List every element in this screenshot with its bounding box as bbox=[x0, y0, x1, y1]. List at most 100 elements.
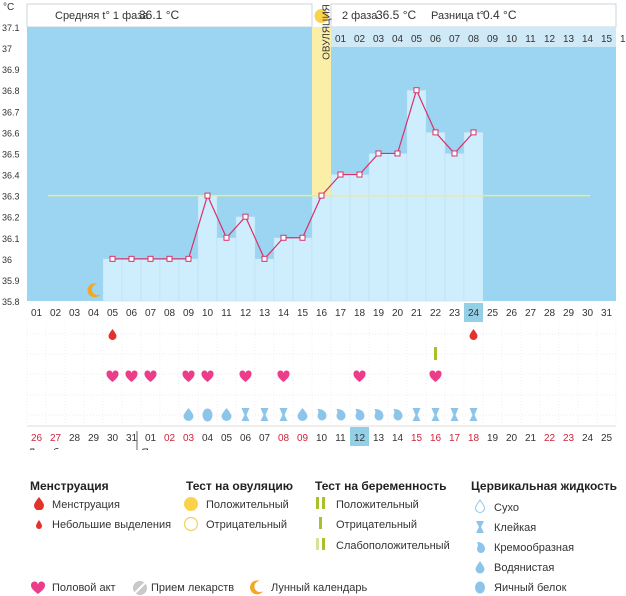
ovulation-positive-icon bbox=[184, 497, 198, 511]
legend-pregnancy-test-title: Тест на беременность bbox=[315, 479, 447, 493]
watery-icon bbox=[183, 408, 194, 422]
sticky-icon bbox=[241, 408, 250, 421]
calendar-date-label: 07 bbox=[259, 433, 271, 444]
temp-bar bbox=[254, 258, 275, 302]
temp-point bbox=[451, 150, 458, 157]
cycle-day-label: 09 bbox=[183, 308, 195, 319]
legend-pregnancy-negative: Отрицательный bbox=[336, 519, 417, 531]
calendar-date-label: 19 bbox=[487, 433, 499, 444]
legend-lunar-calendar: Лунный календарь bbox=[271, 582, 368, 594]
temp-line bbox=[112, 88, 474, 260]
phase2-value: 36.5 °C bbox=[376, 8, 416, 22]
cycle-day-label: 03 bbox=[69, 308, 81, 319]
next-cycle-day-number: 15 bbox=[620, 34, 626, 45]
cycle-day-label: 25 bbox=[487, 308, 499, 319]
calendar-date-label: 24 bbox=[582, 433, 594, 444]
small-blood-drop-icon bbox=[36, 520, 42, 529]
temp-point bbox=[432, 129, 439, 136]
temp-bar bbox=[425, 132, 446, 302]
cycle-day-label: 02 bbox=[50, 308, 62, 319]
temp-bar bbox=[330, 174, 351, 302]
calendar-date-label: 15 bbox=[411, 433, 423, 444]
y-tick-label: 37 bbox=[2, 44, 12, 54]
temp-point bbox=[413, 87, 420, 94]
creamy-icon bbox=[477, 542, 485, 553]
y-tick-label: 35.9 bbox=[2, 276, 20, 286]
pregnancy-positive-icon bbox=[316, 497, 325, 509]
calendar-date-label: 29 bbox=[88, 433, 100, 444]
heart-icon bbox=[144, 370, 157, 382]
creamy-icon bbox=[393, 409, 403, 421]
temp-point bbox=[299, 234, 306, 241]
calendar-date-label: 09 bbox=[297, 433, 309, 444]
temp-point bbox=[147, 255, 154, 262]
cycle-day-label: 14 bbox=[278, 308, 290, 319]
calendar-date-label: 01 bbox=[145, 433, 157, 444]
sticky-icon bbox=[469, 408, 478, 421]
legend-sticky: Клейкая bbox=[494, 522, 537, 534]
y-unit-label: °C bbox=[3, 2, 14, 13]
temp-bar bbox=[368, 153, 389, 302]
temp-point bbox=[318, 192, 325, 199]
month-label: Январь bbox=[141, 447, 179, 450]
temp-point bbox=[470, 129, 477, 136]
creamy-icon bbox=[336, 409, 346, 421]
blood-drop-icon bbox=[469, 329, 478, 340]
temp-point bbox=[337, 171, 344, 178]
cycle-day-label: 22 bbox=[430, 308, 442, 319]
diff-label: Разница t° bbox=[431, 10, 484, 22]
legend-egg-white: Яичный белок bbox=[494, 582, 567, 594]
sticky-icon bbox=[279, 408, 288, 421]
cycle-day-label: 26 bbox=[506, 308, 518, 319]
calendar-date-label: 17 bbox=[449, 433, 461, 444]
cycle-day-label: 27 bbox=[525, 308, 537, 319]
temp-bar bbox=[387, 153, 408, 302]
calendar-date-label: 30 bbox=[107, 433, 119, 444]
luteal-day-number: 04 bbox=[392, 34, 404, 45]
heart-icon bbox=[30, 581, 46, 594]
calendar-date-label: 13 bbox=[373, 433, 385, 444]
cycle-day-label: 13 bbox=[259, 308, 271, 319]
luteal-day-number: 13 bbox=[563, 34, 575, 45]
y-tick-label: 36.8 bbox=[2, 86, 20, 96]
pregnancy-weak-icon bbox=[316, 538, 325, 550]
temp-bar bbox=[159, 258, 180, 302]
temp-bar bbox=[444, 153, 465, 302]
heart-icon bbox=[201, 370, 214, 382]
legend-menstruation-title: Менструация bbox=[30, 479, 109, 493]
temp-bar bbox=[121, 258, 142, 302]
y-tick-label: 36.6 bbox=[2, 128, 20, 138]
phase2-label: 2 фаза bbox=[342, 10, 378, 22]
calendar-date-label: 27 bbox=[50, 433, 62, 444]
heart-icon bbox=[125, 370, 138, 382]
moon-icon bbox=[87, 283, 101, 298]
y-tick-label: 36.3 bbox=[2, 192, 20, 202]
legend-spotting-item: Небольшие выделения bbox=[52, 519, 172, 531]
cycle-day-label: 11 bbox=[221, 308, 232, 319]
temp-bar bbox=[235, 216, 256, 302]
creamy-icon bbox=[317, 409, 327, 421]
watery-icon bbox=[475, 561, 485, 574]
luteal-day-number: 01 bbox=[335, 34, 347, 45]
plot-area: 01 02 03 04 05 06 07 08 09 10 11 12 13 14 15 15 ОВУЛЯЦИЯ bbox=[27, 4, 626, 302]
legend-ovulation-positive: Положительный bbox=[206, 499, 289, 511]
temp-bar bbox=[102, 258, 123, 302]
cycle-day-label: 19 bbox=[373, 308, 385, 319]
diff-value: 0.4 °C bbox=[483, 8, 517, 22]
today-date-highlight bbox=[350, 427, 369, 446]
cycle-day-label: 12 bbox=[240, 308, 252, 319]
temp-bar bbox=[292, 237, 313, 302]
cycle-day-label: 24 bbox=[468, 308, 480, 319]
dry-icon bbox=[474, 499, 486, 513]
heart-icon bbox=[239, 370, 252, 382]
temp-point bbox=[375, 150, 382, 157]
cycle-day-label: 06 bbox=[126, 308, 138, 319]
temp-point bbox=[128, 255, 135, 262]
y-tick-label: 36.4 bbox=[2, 171, 20, 181]
legend-intercourse: Половой акт bbox=[52, 582, 116, 594]
temp-point bbox=[242, 213, 249, 220]
cycle-day-label: 07 bbox=[145, 308, 157, 319]
calendar-date-label: 28 bbox=[69, 433, 81, 444]
y-tick-label: 36 bbox=[2, 255, 12, 265]
